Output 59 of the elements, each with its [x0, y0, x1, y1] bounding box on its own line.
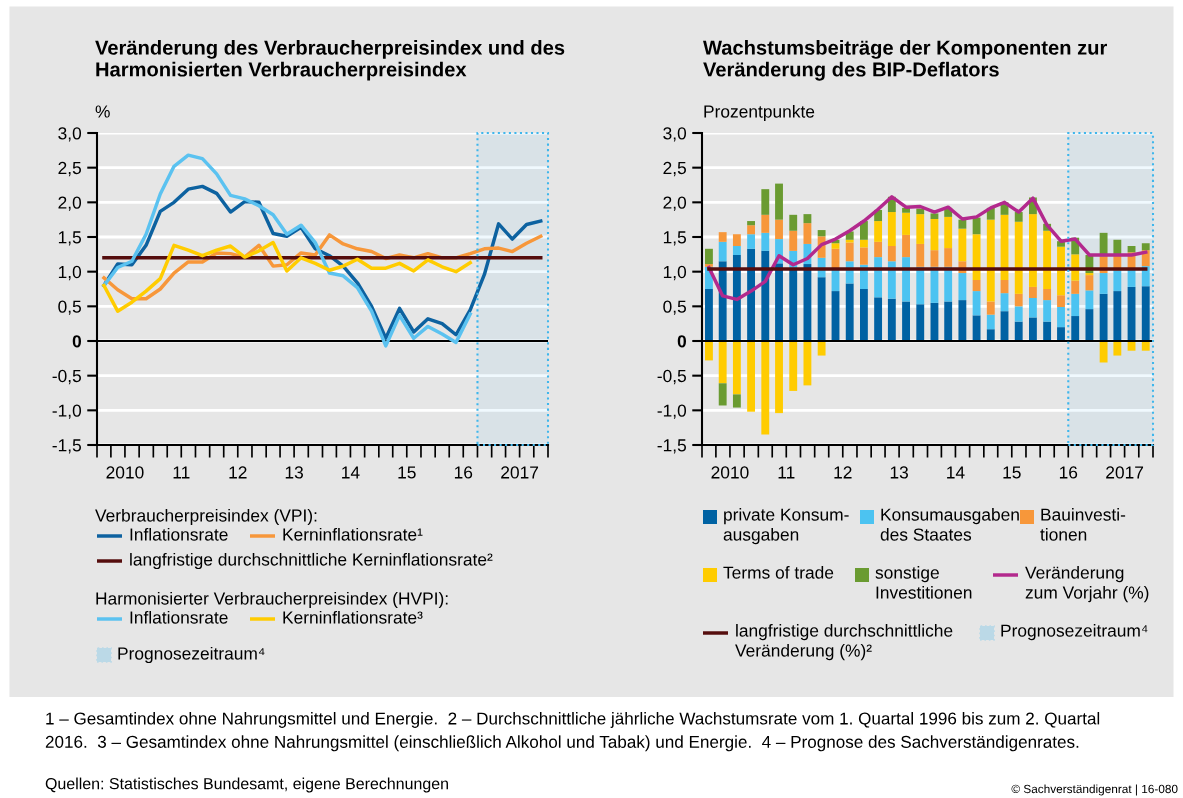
legend-label: Prognosezeitraum⁴: [1001, 624, 1148, 641]
x-tick-label: 16: [1059, 466, 1078, 479]
x-tick-label: 12: [834, 466, 852, 479]
y-tick-label: 0: [677, 335, 687, 348]
y-tick-label: -1,0: [657, 404, 687, 419]
y-tick-label: 2,0: [663, 196, 687, 211]
x-tick-label: 13: [890, 466, 908, 479]
x-tick-label: 2017: [1106, 466, 1144, 479]
chart-title: Wachstumsbeiträge der Komponenten zur Veränderung des BIP-Deflators: [703, 40, 1108, 81]
legend-label: Veränderung zum Vorjahr (%): [1025, 566, 1149, 603]
x-tick-label: 16: [454, 466, 473, 479]
x-tick-label: 2010: [711, 466, 749, 479]
x-tick-label: 15: [398, 466, 416, 479]
y-tick-label: 2,0: [58, 196, 82, 211]
x-tick-label: 2017: [501, 466, 539, 479]
x-tick-label: 11: [778, 466, 795, 479]
text: © Sachverständigenrat | 16-080: [1011, 784, 1178, 796]
x-tick-label: 15: [1003, 466, 1021, 479]
y-tick-label: 3,0: [663, 127, 687, 142]
y-tick-label: -1,5: [52, 439, 81, 454]
chart-title: Veränderung des Verbraucherpreisindex und des Harmonisierten Verbraucherpreisindex: [95, 40, 565, 81]
legend-label: Prognosezeitraum⁴: [118, 646, 265, 664]
y-tick-label: 2,5: [663, 161, 686, 177]
y-tick-label: 1,0: [663, 265, 687, 281]
y-tick-label: -1,5: [657, 439, 686, 454]
x-tick-label: 12: [229, 466, 247, 479]
x-tick-label: 13: [285, 466, 303, 479]
text: 1 – Gesamtindex ohne Nahrungsmittel und Energie. 2 – Durchschnittliche jährliche Wachstumsrate vom 1. Quartal 1996 bis zum 2. Quartal 2016. 3 – Gesamtindex ohne Nahrungsmittel (einschließlich Alkohol und Tabak) und Energie. 4 – Prognose des Sachverständigenrates.: [45, 712, 1100, 752]
legend-label: private Konsum- ausgaben: [723, 508, 849, 545]
text: Harmonisierter Verbraucherpreisindex (HVPI):: [96, 591, 448, 609]
y-tick-label: -0,5: [52, 369, 81, 385]
legend-label: Konsumausgaben des Staates: [880, 508, 1019, 541]
y-tick-label: 0,5: [663, 300, 686, 315]
legend-label: Kerninflationsrate¹: [283, 527, 423, 541]
x-tick-label: 2010: [106, 466, 144, 479]
y-tick-label: 3,0: [58, 127, 82, 142]
legend-label: langfristige durchschnittliche Kerninflationsrate²: [130, 552, 493, 570]
legend-label: sonstige Investitionen: [875, 566, 972, 599]
legend-label: langfristige durchschnittliche Veränderung (%)²: [735, 624, 953, 661]
legend-label: Kerninflationsrate³: [283, 610, 423, 624]
legend-label: Inflationsrate: [130, 610, 228, 624]
y-tick-label: 1,5: [663, 231, 686, 246]
y-axis-title: Prozentpunkte: [704, 104, 815, 122]
legend-label: Terms of trade: [723, 566, 834, 579]
y-tick-label: 1,0: [58, 265, 82, 281]
y-tick-label: 0: [72, 335, 82, 348]
source-note: Quellen: Statistisches Bundesamt, eigene Berechnungen: [45, 777, 448, 793]
x-tick-label: 14: [342, 466, 360, 479]
y-tick-label: 2,5: [58, 161, 81, 177]
x-tick-label: 11: [173, 466, 190, 479]
legend-label: Bauinvesti- tionen: [1040, 508, 1126, 541]
y-tick-label: -0,5: [657, 369, 686, 385]
y-tick-label: 0,5: [58, 300, 81, 315]
y-tick-label: -1,0: [52, 404, 82, 419]
text: Verbraucherpreisindex (VPI):: [95, 508, 317, 526]
y-tick-label: 1,5: [58, 231, 81, 246]
x-tick-label: 14: [947, 466, 965, 479]
y-axis-title: %: [95, 105, 110, 118]
legend-label: Inflationsrate: [130, 527, 228, 541]
